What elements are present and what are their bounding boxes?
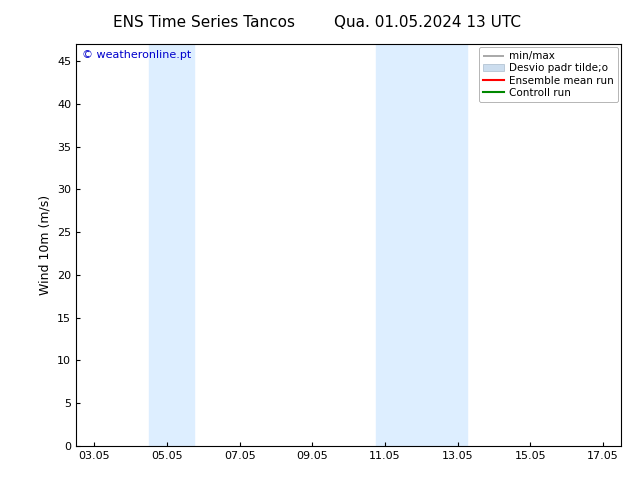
Bar [376,44,467,446]
Text: © weatheronline.pt: © weatheronline.pt [82,50,191,60]
Bar [149,44,194,446]
Text: ENS Time Series Tancos        Qua. 01.05.2024 13 UTC: ENS Time Series Tancos Qua. 01.05.2024 1… [113,15,521,30]
Y-axis label: Wind 10m (m/s): Wind 10m (m/s) [39,195,51,295]
Legend: min/max, Desvio padr tilde;o, Ensemble mean run, Controll run: min/max, Desvio padr tilde;o, Ensemble m… [479,47,618,102]
